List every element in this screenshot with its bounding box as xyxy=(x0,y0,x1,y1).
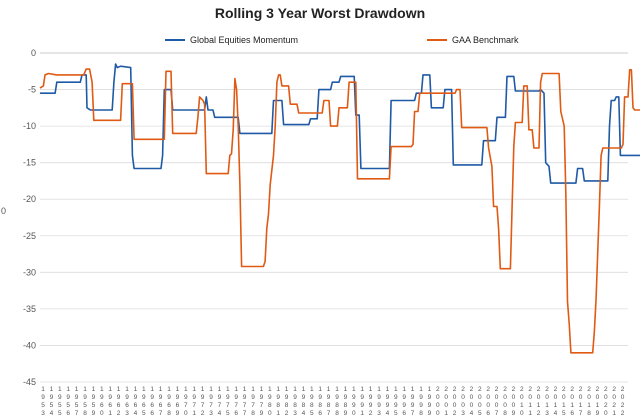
x-axis-ticks: 1 9 5 3 1 9 5 4 1 9 5 5 1 9 5 6 1 9 5 7 1 9 5 8 1 9 5 9 1 9 6 0 1 9 6 1 1 9 6 2… xyxy=(41,386,625,416)
series-line-gaa-benchmark xyxy=(39,68,640,354)
legend-label-gaa-benchmark: GAA Benchmark xyxy=(452,35,519,45)
y-axis-label: 0 xyxy=(1,206,6,216)
y-tick-label: -35 xyxy=(23,304,36,314)
series-line-global-equities-momentum xyxy=(40,63,640,184)
series-lines xyxy=(39,63,640,354)
y-tick-label: -10 xyxy=(23,121,36,131)
legend: Global Equities Momentum GAA Benchmark xyxy=(165,35,519,45)
y-tick-label: -25 xyxy=(23,231,36,241)
y-tick-label: -15 xyxy=(23,158,36,168)
legend-label-global-equities-momentum: Global Equities Momentum xyxy=(190,35,298,45)
y-tick-label: -30 xyxy=(23,267,36,277)
y-tick-label: -45 xyxy=(23,377,36,387)
y-tick-label: -40 xyxy=(23,340,36,350)
y-axis-ticks: 0 -5 -10 -15 -20 -25 -30 -35 -40 -45 xyxy=(23,48,36,387)
y-tick-label: 0 xyxy=(31,48,36,58)
y-tick-label: -5 xyxy=(28,85,36,95)
y-tick-label: -20 xyxy=(23,194,36,204)
chart-title: Rolling 3 Year Worst Drawdown xyxy=(215,5,425,21)
